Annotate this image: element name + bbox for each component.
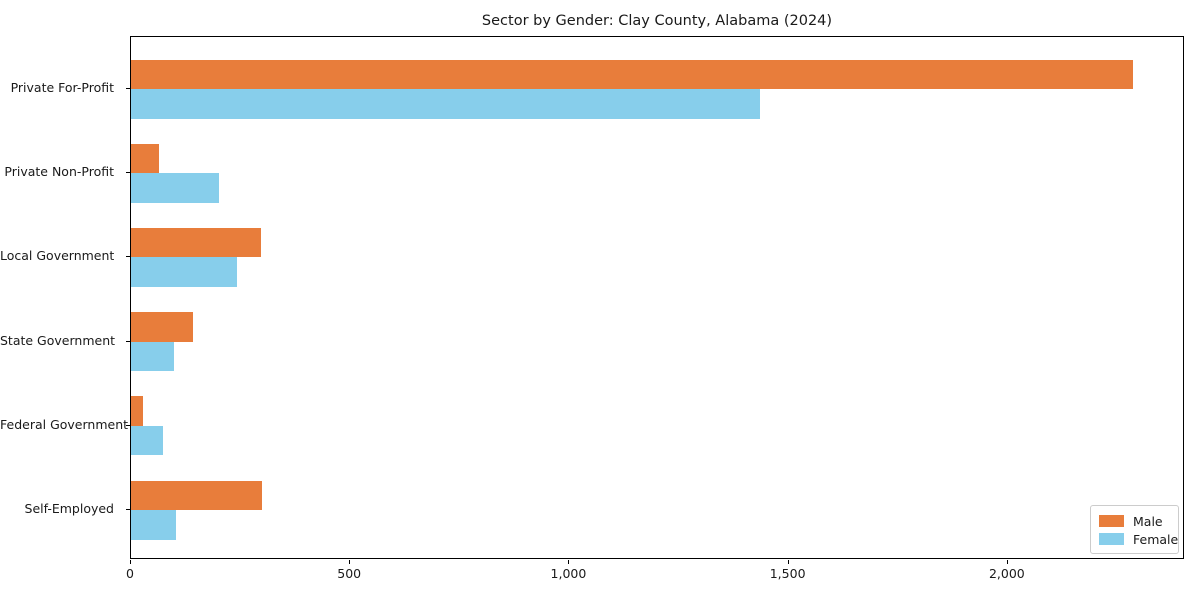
y-tick-mark [126, 424, 130, 426]
y-tick-label-4: Federal Government [0, 416, 129, 432]
bar-female-5 [131, 510, 176, 540]
chart-title: Sector by Gender: Clay County, Alabama (… [481, 13, 833, 29]
y-tick-label-5: Self-Employed [24, 501, 114, 516]
y-tick-label-3: State Government [0, 332, 116, 348]
legend-label-female: Female [1133, 531, 1179, 547]
bar-female-2 [131, 257, 238, 287]
female-series-swatch [1099, 533, 1124, 545]
bar-female-4 [131, 425, 163, 456]
bar-male-3 [131, 312, 193, 342]
bar-male-1 [131, 143, 159, 174]
x-tick-label-1: 500 [337, 566, 362, 581]
y-tick-mark [126, 509, 130, 510]
legend-row-female: Female [1099, 530, 1178, 548]
legend: Male Female [1090, 505, 1179, 554]
y-tick-label-2: Local Government [0, 248, 115, 264]
x-tick-mark [130, 560, 131, 564]
y-tick-mark [126, 88, 130, 89]
bar-male-0 [131, 59, 1134, 89]
legend-label-male: Male [1133, 513, 1163, 529]
bar-female-1 [131, 173, 220, 203]
x-tick-mark [349, 560, 351, 564]
x-tick-mark [568, 560, 570, 564]
male-series-swatch [1099, 515, 1124, 527]
y-tick-mark [126, 256, 130, 258]
y-tick-mark [126, 172, 130, 174]
bar-female-3 [131, 341, 174, 372]
x-tick-mark [787, 560, 789, 564]
y-tick-label-1: Private Non-Profit [4, 164, 114, 180]
legend-row-male: Male [1099, 512, 1170, 530]
x-tick-label-0: 0 [126, 566, 134, 581]
bar-male-4 [131, 396, 143, 426]
y-tick-mark [126, 340, 130, 342]
bar-male-5 [131, 480, 263, 510]
x-tick-label-4: 2,000 [988, 566, 1025, 581]
bar-male-2 [131, 227, 261, 258]
x-tick-label-3: 1,500 [769, 566, 806, 581]
bar-female-0 [131, 89, 760, 119]
y-tick-label-0: Private For-Profit [10, 80, 114, 95]
x-tick-label-2: 1,000 [550, 566, 587, 581]
x-tick-mark [1006, 560, 1008, 564]
plot-area [130, 36, 1184, 559]
